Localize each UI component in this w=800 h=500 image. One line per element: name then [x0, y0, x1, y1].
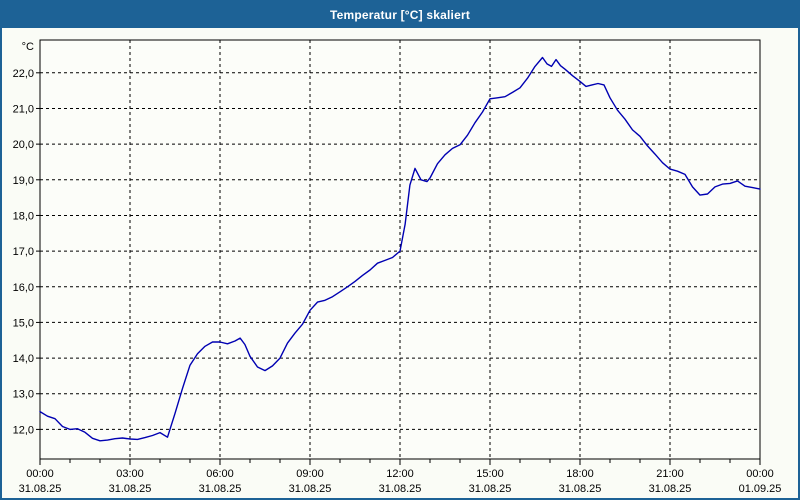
- y-tick-label: 16,0: [13, 282, 34, 294]
- y-tick-label: 19,0: [13, 175, 34, 187]
- grid-lines: [40, 40, 760, 459]
- y-tick-label: 12,0: [13, 424, 34, 436]
- x-tick-time-label: 12:00: [386, 468, 414, 480]
- y-tick-label: 18,0: [13, 210, 34, 222]
- window-title: Temperatur [°C] skaliert: [329, 8, 471, 22]
- x-tick-date-label: 31.08.25: [19, 483, 62, 495]
- y-axis-unit-label: °C: [22, 41, 34, 53]
- temperature-line: [39, 56, 761, 442]
- x-tick-time-label: 15:00: [476, 468, 504, 480]
- x-tick-date-label: 31.08.25: [379, 483, 422, 495]
- x-tick-time-label: 00:00: [746, 468, 774, 480]
- axes: [36, 39, 761, 465]
- temperature-series-line: [39, 56, 761, 442]
- axis-labels: 12,0 13,0 14,0 15,0 16,0 17,0 18,0 19,0 20,0 21,0…: [13, 41, 782, 495]
- x-tick-time-label: 06:00: [206, 468, 234, 480]
- x-tick-time-label: 21:00: [656, 468, 684, 480]
- y-tick-label: 20,0: [13, 139, 34, 151]
- y-tick-label: 21,0: [13, 103, 34, 115]
- x-tick-date-label: 31.08.25: [109, 483, 152, 495]
- y-tick-label: 14,0: [13, 353, 34, 365]
- x-tick-time-label: 00:00: [26, 468, 54, 480]
- y-tick-label: 13,0: [13, 389, 34, 401]
- x-tick-time-label: 09:00: [296, 468, 324, 480]
- x-tick-date-label: 31.08.25: [469, 483, 512, 495]
- temperature-chart: 12,0 13,0 14,0 15,0 16,0 17,0 18,0 19,0 20,0 21,0…: [13, 39, 782, 495]
- x-tick-time-label: 03:00: [116, 468, 144, 480]
- x-tick-time-label: 18:00: [566, 468, 594, 480]
- y-tick-label: 15,0: [13, 317, 34, 329]
- x-tick-date-label: 01.09.25: [739, 483, 782, 495]
- title-bar: Temperatur [°C] skaliert: [2, 2, 798, 28]
- x-tick-date-label: 31.08.25: [199, 483, 242, 495]
- plot-border: [39, 39, 761, 460]
- y-tick-label: 22,0: [13, 68, 34, 80]
- x-tick-date-label: 31.08.25: [289, 483, 332, 495]
- x-tick-date-label: 31.08.25: [559, 483, 602, 495]
- x-tick-date-label: 31.08.25: [649, 483, 692, 495]
- y-tick-label: 17,0: [13, 246, 34, 258]
